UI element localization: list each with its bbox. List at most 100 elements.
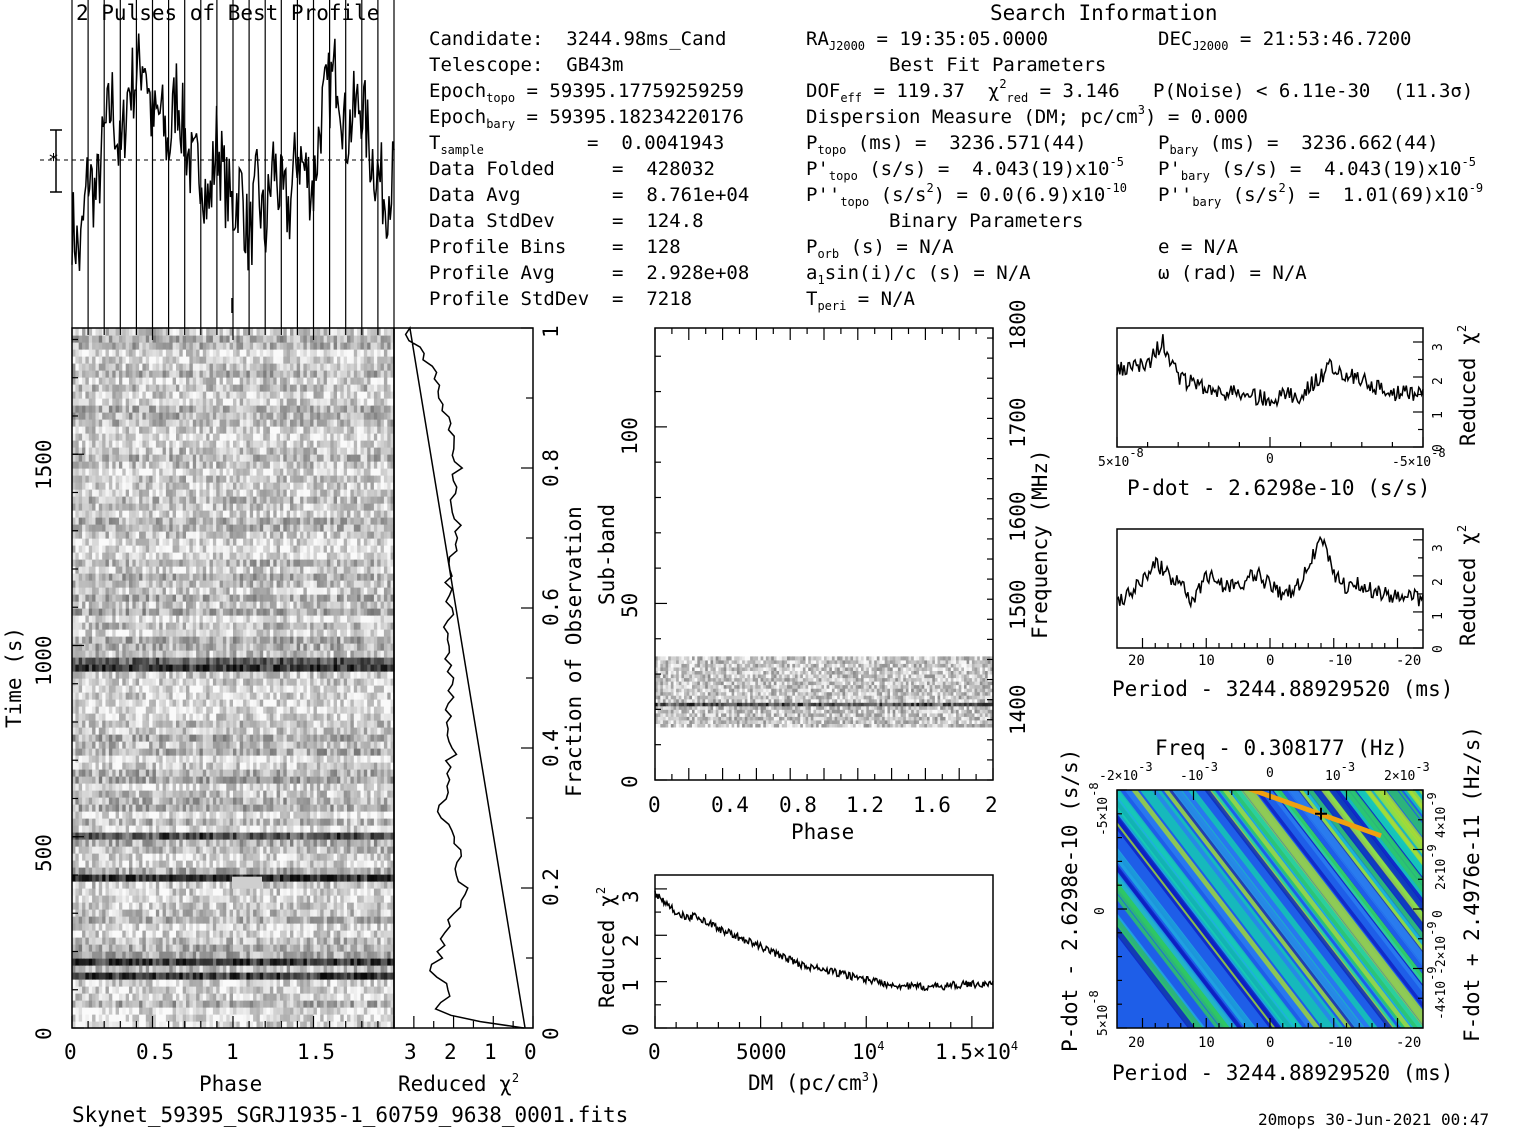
time-phase-cell [273,881,278,889]
time-phase-cell [296,993,301,1001]
time-phase-cell [326,1007,331,1015]
time-phase-cell [276,951,281,959]
time-phase-cell [189,1021,194,1029]
time-phase-cell [82,958,87,966]
time-phase-cell [199,895,204,903]
time-phase-cell [159,685,164,693]
time-phase-cell [229,874,234,882]
time-phase-cell [300,937,305,945]
time-phase-cell [182,874,187,882]
time-phase-cell [246,720,251,728]
time-phase-cell [186,979,190,987]
time-phase-cell [246,797,251,805]
time-phase-cell [142,888,147,896]
time-phase-cell [189,720,194,728]
time-phase-cell [273,1021,278,1029]
time-phase-cell [363,930,368,938]
time-phase-cell [347,930,351,938]
time-phase-cell [249,895,254,903]
time-phase-cell [189,874,194,882]
time-phase-cell [360,909,365,917]
time-phase-cell [290,937,294,945]
time-phase-cell [216,748,221,756]
time-phase-cell [72,930,76,938]
time-phase-cell [310,951,315,959]
time-phase-cell [179,902,184,910]
time-phase-cell [343,1000,348,1008]
time-phase-cell [152,888,157,896]
time-phase-cell [363,881,368,889]
time-phase-cell [350,930,355,938]
time-phase-cell [102,930,107,938]
time-phase-cell [283,937,288,945]
time-phase-cell [283,692,288,700]
time-phase-cell [75,958,80,966]
time-phase-cell [316,888,321,896]
time-phase-cell [303,993,308,1001]
time-phase-cell [206,951,211,959]
time-phase-cell [273,972,278,980]
time-phase-cell [78,986,83,994]
time-phase-cell [216,720,221,728]
time-phase-cell [115,951,120,959]
time-phase-cell [149,923,154,931]
time-phase-cell [343,1014,348,1022]
time-phase-cell [145,986,150,994]
time-phase-cell [139,867,144,875]
time-phase-cell [102,888,107,896]
time-phase-cell [239,846,244,854]
time-phase-cell [85,1000,90,1008]
time-phase-cell [88,909,93,917]
time-phase-cell [88,902,93,910]
time-phase-cell [350,986,355,994]
time-phase-cell [256,867,261,875]
time-phase-cell [390,951,395,959]
time-phase-cell [253,923,258,931]
time-phase-cell [122,895,127,903]
time-phase-cell [112,881,117,889]
time-phase-cell [353,902,358,910]
time-phase-cell [222,776,227,784]
time-phase-cell [115,1014,120,1022]
time-phase-cell [165,734,170,742]
time-phase-cell [159,930,164,938]
time-phase-cell [209,1007,214,1015]
time-phase-cell [300,972,305,980]
time-phase-cell [226,958,231,966]
time-phase-cell [363,790,368,798]
time-phase-cell [108,867,113,875]
time-phase-cell [216,958,221,966]
time-phase-cell [92,1000,97,1008]
time-phase-cell [293,937,298,945]
time-phase-cell [209,937,214,945]
time-phase-cell [216,951,221,959]
time-phase-cell [259,692,264,700]
time-phase-cell [280,965,284,973]
time-phase-cell [387,951,392,959]
time-phase-cell [199,916,204,924]
time-phase-cell [323,937,328,945]
time-phase-cell [176,958,180,966]
time-phase-cell [189,839,194,847]
time-phase-cell [363,685,368,693]
time-phase-cell [155,881,160,889]
time-phase-cell [129,874,133,882]
time-phase-cell [142,797,147,805]
time-phase-cell [246,860,251,868]
time-phase-cell [216,1021,221,1029]
time-phase-cell [340,741,345,749]
time-phase-cell [115,1021,120,1029]
time-phase-cell [340,734,345,742]
time-phase-cell [273,867,278,875]
time-phase-cell [145,1014,150,1022]
time-phase-cell [306,958,311,966]
time-phase-cell [229,1000,234,1008]
time-phase-cell [102,916,107,924]
time-phase-cell [222,874,227,882]
time-phase-cell [82,1007,87,1015]
time-phase-cell [313,965,318,973]
time-phase-cell [266,1021,271,1029]
time-phase-cell [75,860,80,868]
time-phase-cell [222,993,227,1001]
time-phase-cell [105,1021,110,1029]
